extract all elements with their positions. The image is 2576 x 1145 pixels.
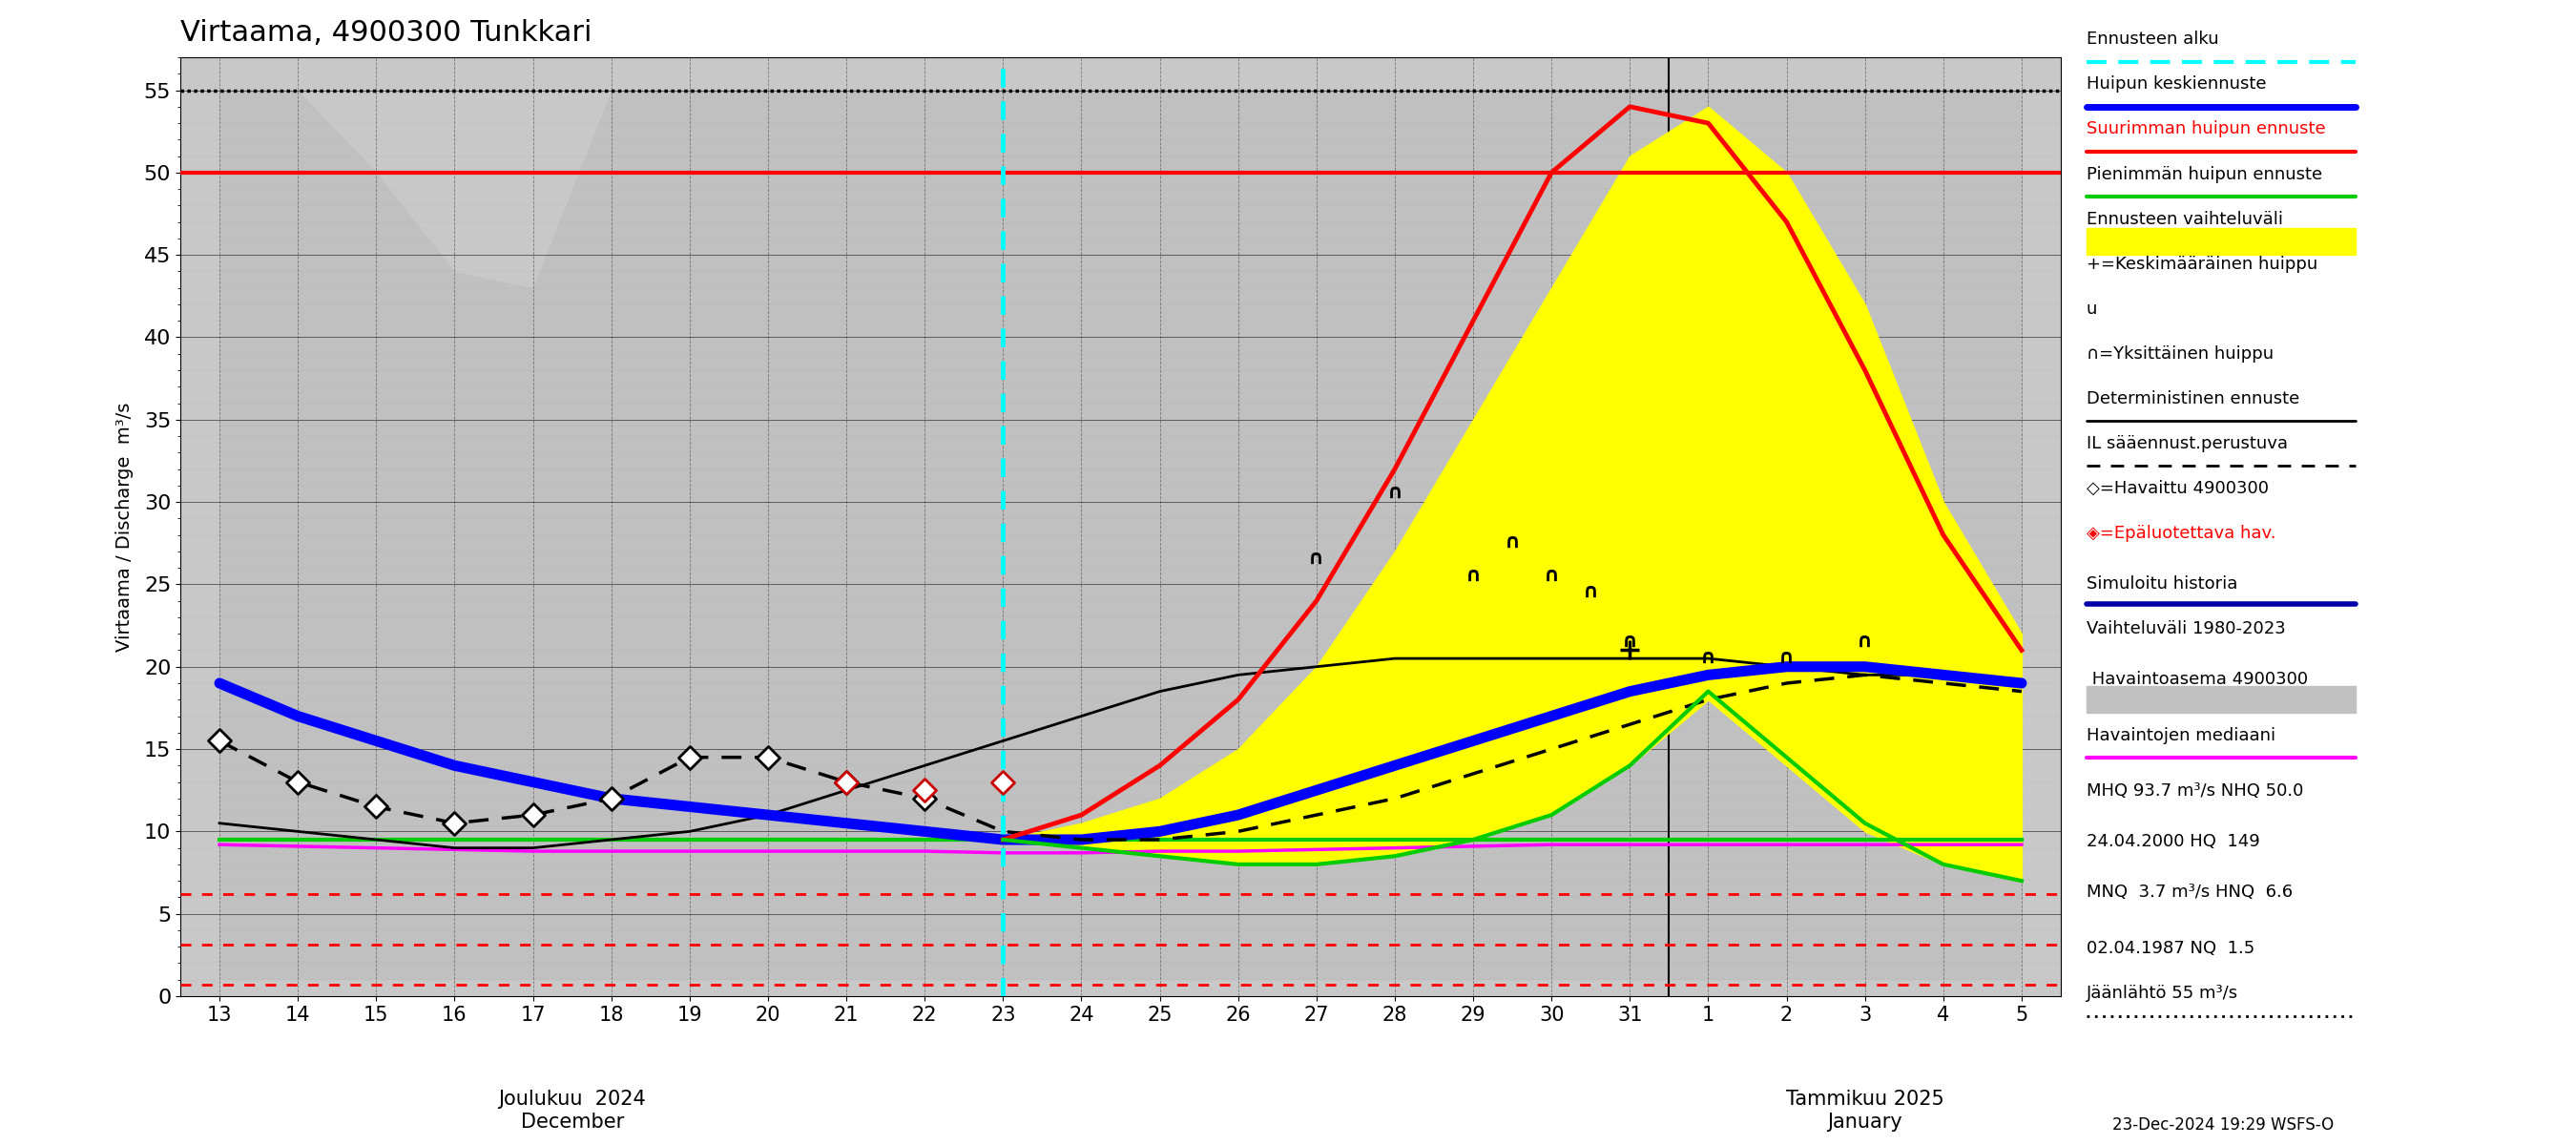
Text: ∩=Yksittäinen huippu: ∩=Yksittäinen huippu <box>2087 345 2275 362</box>
Text: ∩: ∩ <box>1309 548 1324 568</box>
Y-axis label: Virtaama / Discharge  m³/s: Virtaama / Discharge m³/s <box>116 402 134 652</box>
Text: Ennusteen alku: Ennusteen alku <box>2087 31 2218 48</box>
Text: ∩: ∩ <box>1466 566 1481 584</box>
Point <box>981 773 1023 791</box>
Point <box>355 798 397 816</box>
Text: Simuloitu historia: Simuloitu historia <box>2087 575 2239 592</box>
Text: Joulukuu  2024
December: Joulukuu 2024 December <box>497 1090 647 1131</box>
Point <box>827 773 868 791</box>
Text: Suurimman huipun ennuste: Suurimman huipun ennuste <box>2087 120 2326 137</box>
Point <box>433 814 474 832</box>
Text: ∩: ∩ <box>1700 648 1716 666</box>
Text: Havaintojen mediaani: Havaintojen mediaani <box>2087 727 2275 744</box>
Text: Pienimmän huipun ennuste: Pienimmän huipun ennuste <box>2087 166 2324 183</box>
Bar <box>2087 228 2354 255</box>
Point <box>590 789 631 807</box>
Text: 02.04.1987 NQ  1.5: 02.04.1987 NQ 1.5 <box>2087 940 2254 957</box>
Text: ∩: ∩ <box>1857 631 1873 650</box>
Point <box>827 773 868 791</box>
Text: ∩: ∩ <box>1543 566 1558 584</box>
Text: ∩: ∩ <box>1386 483 1404 502</box>
Point <box>670 748 711 766</box>
Text: 24.04.2000 HQ  149: 24.04.2000 HQ 149 <box>2087 834 2259 851</box>
Point <box>278 773 319 791</box>
Text: MNQ  3.7 m³/s HNQ  6.6: MNQ 3.7 m³/s HNQ 6.6 <box>2087 884 2293 901</box>
Text: ∩: ∩ <box>1777 648 1795 666</box>
Text: Ennusteen vaihteluväli: Ennusteen vaihteluväli <box>2087 211 2282 228</box>
Text: Tammikuu 2025
January: Tammikuu 2025 January <box>1785 1090 1945 1131</box>
Bar <box>2087 686 2354 712</box>
Point <box>513 806 554 824</box>
Text: u: u <box>2087 300 2097 317</box>
Text: Virtaama, 4900300 Tunkkari: Virtaama, 4900300 Tunkkari <box>180 19 592 47</box>
Point <box>198 732 240 750</box>
Point <box>904 781 945 799</box>
Text: +=Keskimääräinen huippu: +=Keskimääräinen huippu <box>2087 255 2318 273</box>
Text: 23-Dec-2024 19:29 WSFS-O: 23-Dec-2024 19:29 WSFS-O <box>2112 1116 2334 1134</box>
Text: Deterministinen ennuste: Deterministinen ennuste <box>2087 390 2300 408</box>
Text: Jäänlähtö 55 m³/s: Jäänlähtö 55 m³/s <box>2087 985 2239 1002</box>
Text: IL sääennust.perustuva: IL sääennust.perustuva <box>2087 435 2287 452</box>
Text: MHQ 93.7 m³/s NHQ 50.0: MHQ 93.7 m³/s NHQ 50.0 <box>2087 783 2303 800</box>
Text: ∩: ∩ <box>1504 532 1520 552</box>
Text: Vaihteluväli 1980-2023: Vaihteluväli 1980-2023 <box>2087 619 2285 637</box>
Point <box>747 748 788 766</box>
Text: Havaintoasema 4900300: Havaintoasema 4900300 <box>2087 671 2308 688</box>
Text: ◈=Epäluotettava hav.: ◈=Epäluotettava hav. <box>2087 524 2277 542</box>
Text: Huipun keskiennuste: Huipun keskiennuste <box>2087 76 2267 93</box>
Point <box>904 789 945 807</box>
Text: ∩: ∩ <box>1623 631 1638 650</box>
Text: ◇=Havaittu 4900300: ◇=Havaittu 4900300 <box>2087 480 2269 497</box>
Text: ∩: ∩ <box>1582 582 1600 601</box>
